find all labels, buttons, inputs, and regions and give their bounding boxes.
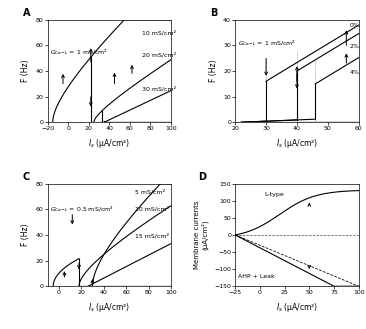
- Text: A: A: [23, 8, 30, 18]
- X-axis label: $I_s$ (μA/cm²): $I_s$ (μA/cm²): [88, 137, 130, 150]
- Y-axis label: F (Hz): F (Hz): [209, 60, 218, 82]
- Text: 2%: 2%: [350, 44, 359, 49]
- Text: B: B: [210, 8, 218, 18]
- X-axis label: $I_s$ (μA/cm²): $I_s$ (μA/cm²): [88, 301, 130, 314]
- Text: 10 mS/cm²: 10 mS/cm²: [142, 30, 176, 36]
- Y-axis label: Membrane currents
(μA/cm²): Membrane currents (μA/cm²): [194, 201, 209, 269]
- Text: 0%: 0%: [350, 23, 359, 28]
- X-axis label: $I_s$ (μA/cm²): $I_s$ (μA/cm²): [276, 301, 318, 314]
- Text: AHP + Leak: AHP + Leak: [238, 274, 275, 279]
- Text: 20 mS/cm²: 20 mS/cm²: [142, 52, 176, 57]
- Text: D: D: [198, 172, 206, 182]
- Text: 4%: 4%: [350, 69, 359, 75]
- Text: $G_{Ca\mathsf{-}L}$ = 0.5 mS/cm²: $G_{Ca\mathsf{-}L}$ = 0.5 mS/cm²: [50, 204, 113, 214]
- Text: 5 mS/cm²: 5 mS/cm²: [135, 190, 165, 195]
- Text: 30 mS/cm²: 30 mS/cm²: [142, 87, 176, 92]
- X-axis label: $I_s$ (μA/cm²): $I_s$ (μA/cm²): [276, 137, 318, 150]
- Text: $G_{Ca\mathsf{-}L}$ = 1 mS/cm²: $G_{Ca\mathsf{-}L}$ = 1 mS/cm²: [238, 38, 296, 48]
- Y-axis label: F (Hz): F (Hz): [21, 60, 30, 82]
- Text: 10 mS/cm²: 10 mS/cm²: [135, 206, 169, 212]
- Text: L-type: L-type: [265, 192, 285, 197]
- Y-axis label: F (Hz): F (Hz): [21, 224, 30, 246]
- Text: C: C: [23, 172, 30, 182]
- Text: $G_{Ca\mathsf{-}L}$ = 1 mS/cm²: $G_{Ca\mathsf{-}L}$ = 1 mS/cm²: [50, 47, 108, 57]
- Text: 15 mS/cm²: 15 mS/cm²: [135, 233, 169, 239]
